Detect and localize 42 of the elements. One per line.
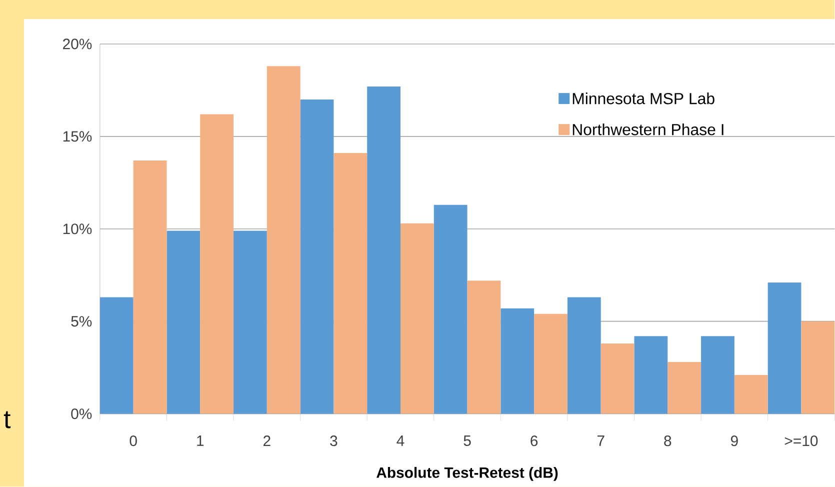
x-tick-label: 4 <box>396 436 404 446</box>
bar <box>801 321 835 414</box>
bar <box>400 223 434 414</box>
x-tick-label: 7 <box>597 436 604 446</box>
y-tick-label: 20% <box>63 38 92 50</box>
x-tick-label: 6 <box>530 436 538 446</box>
x-tick-label: 0 <box>130 436 137 446</box>
bar <box>600 344 634 414</box>
bar <box>166 230 200 414</box>
x-tick-label: 1 <box>197 436 204 446</box>
bar <box>434 204 468 414</box>
x-tick-label: 8 <box>664 436 672 446</box>
bar <box>100 297 134 414</box>
y-tick-label: 5% <box>71 316 92 327</box>
bar <box>768 282 802 414</box>
x-tick-label: 2 <box>264 436 270 446</box>
bar <box>467 280 501 414</box>
bar <box>668 362 702 414</box>
bar <box>534 314 568 414</box>
bar <box>701 336 734 414</box>
bar <box>133 160 167 414</box>
legend-label: Minnesota MSP Lab <box>572 92 714 104</box>
x-tick-label: 3 <box>330 436 338 446</box>
bar <box>500 308 534 414</box>
bar <box>234 230 267 414</box>
text: t <box>4 411 11 428</box>
bar <box>200 114 234 414</box>
bar <box>567 297 601 414</box>
x-tick-label: >=10 <box>784 436 818 446</box>
x-tick-label: 5 <box>464 436 471 446</box>
legend-label: Northwestern Phase I <box>572 124 724 136</box>
bar <box>266 66 300 414</box>
bar <box>634 336 668 414</box>
bar <box>300 100 334 414</box>
y-tick-label: 15% <box>63 131 92 142</box>
bar <box>334 153 368 414</box>
bar <box>367 86 400 414</box>
y-tick-label: 0% <box>71 408 92 420</box>
y-tick-label: 10% <box>63 224 92 234</box>
x-tick-label: 9 <box>730 436 738 446</box>
x-axis-title: Absolute Test-Retest (dB) <box>376 467 558 481</box>
bar <box>734 375 768 414</box>
